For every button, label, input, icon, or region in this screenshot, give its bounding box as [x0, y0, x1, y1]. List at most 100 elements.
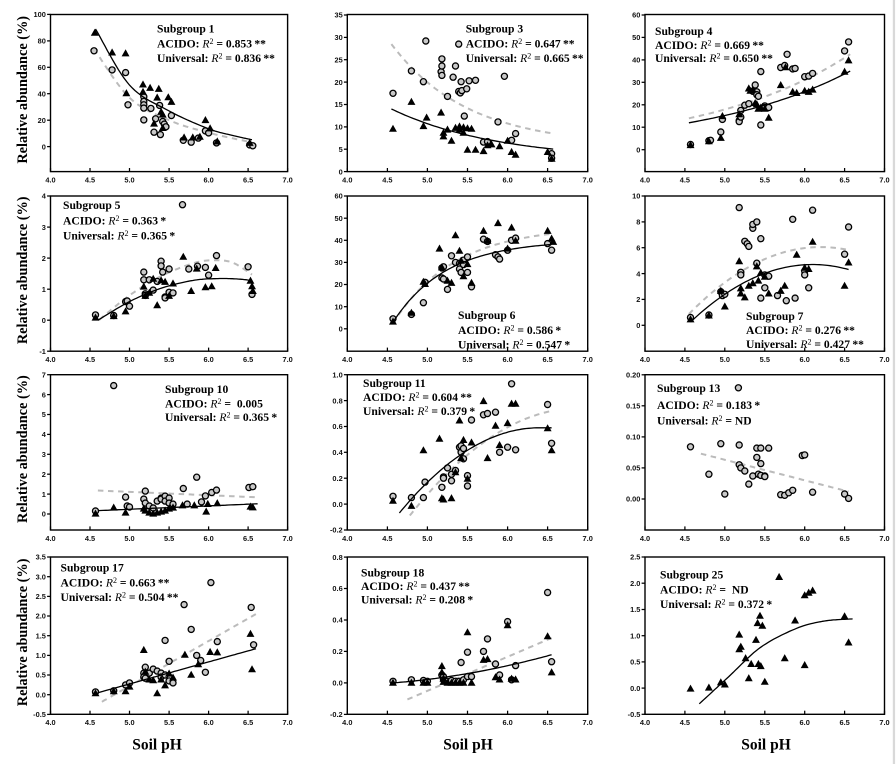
svg-text:30: 30	[334, 33, 342, 42]
svg-text:5.5: 5.5	[462, 718, 472, 727]
svg-text:4.0: 4.0	[45, 534, 55, 543]
svg-text:4: 4	[42, 192, 47, 201]
svg-text:ACIDO: R2 = 0.005: ACIDO: R2 = 0.005	[165, 397, 263, 411]
svg-text:1.0: 1.0	[332, 370, 342, 379]
svg-text:0.2: 0.2	[332, 647, 342, 656]
svg-text:15: 15	[334, 100, 342, 109]
svg-text:5.5: 5.5	[164, 534, 174, 543]
svg-text:Relative abundance (%): Relative abundance (%)	[15, 375, 31, 523]
svg-text:0: 0	[42, 316, 46, 325]
svg-text:0.0: 0.0	[36, 690, 46, 699]
svg-text:40: 40	[38, 89, 46, 98]
svg-text:0.15: 0.15	[626, 402, 640, 411]
svg-text:4.5: 4.5	[680, 718, 690, 727]
svg-text:0: 0	[636, 145, 640, 154]
svg-text:6.5: 6.5	[243, 355, 253, 364]
svg-text:6.5: 6.5	[839, 534, 849, 543]
svg-text:4.5: 4.5	[680, 534, 690, 543]
svg-text:7.0: 7.0	[879, 534, 889, 543]
svg-text:4.0: 4.0	[45, 718, 55, 727]
svg-text:Relative abundance (%): Relative abundance (%)	[15, 16, 31, 164]
svg-text:4.5: 4.5	[85, 355, 95, 364]
svg-text:6.0: 6.0	[203, 534, 213, 543]
svg-text:ACIDO: R2 = 0.853 **: ACIDO: R2 = 0.853 **	[157, 37, 266, 51]
svg-text:20: 20	[632, 101, 640, 110]
svg-text:Soil pH: Soil pH	[741, 737, 791, 754]
svg-text:-1: -1	[39, 347, 46, 356]
svg-text:5.0: 5.0	[422, 175, 432, 184]
svg-text:ACIDO: R2 = 0.669 **: ACIDO: R2 = 0.669 **	[655, 38, 764, 52]
svg-text:5.0: 5.0	[124, 534, 134, 543]
svg-text:2.5: 2.5	[36, 592, 46, 601]
svg-text:ACIDO: R2 = 0.647 **: ACIDO: R2 = 0.647 **	[466, 37, 575, 51]
svg-text:4.5: 4.5	[85, 175, 95, 184]
svg-text:6.5: 6.5	[839, 718, 849, 727]
svg-text:2: 2	[42, 254, 46, 263]
svg-text:5.0: 5.0	[124, 355, 134, 364]
svg-text:6.5: 6.5	[243, 534, 253, 543]
svg-text:6.0: 6.0	[502, 175, 512, 184]
svg-text:4.0: 4.0	[45, 175, 55, 184]
svg-text:6.0: 6.0	[800, 534, 810, 543]
svg-text:5.5: 5.5	[760, 355, 770, 364]
svg-text:10: 10	[334, 123, 342, 132]
svg-text:35: 35	[334, 11, 342, 20]
svg-text:7: 7	[42, 370, 46, 379]
svg-text:0.0: 0.0	[630, 684, 640, 693]
svg-text:5.5: 5.5	[164, 355, 174, 364]
svg-text:6.0: 6.0	[203, 718, 213, 727]
svg-text:ACIDO: R2 = 0.363 *: ACIDO: R2 = 0.363 *	[63, 214, 166, 228]
svg-text:Universal: R2 = ND: Universal: R2 = ND	[657, 414, 752, 428]
svg-text:6.5: 6.5	[243, 175, 253, 184]
svg-text:6.5: 6.5	[542, 718, 552, 727]
svg-text:0.2: 0.2	[332, 474, 342, 483]
svg-text:ACIDO: R2 = 0.183 *: ACIDO: R2 = 0.183 *	[657, 399, 760, 413]
svg-text:2.0: 2.0	[36, 612, 46, 621]
svg-text:1.5: 1.5	[630, 605, 640, 614]
svg-text:7.0: 7.0	[583, 175, 593, 184]
svg-text:-0.2: -0.2	[330, 710, 343, 719]
svg-text:3: 3	[42, 450, 46, 459]
svg-text:Universal: R2 = 0.665 **: Universal: R2 = 0.665 **	[466, 51, 584, 65]
svg-text:5: 5	[42, 410, 46, 419]
svg-text:2: 2	[636, 295, 640, 304]
svg-text:Subgroup 11: Subgroup 11	[363, 377, 426, 390]
svg-text:10: 10	[632, 123, 640, 132]
svg-text:5.0: 5.0	[422, 718, 432, 727]
svg-text:Subgroup 3: Subgroup 3	[466, 23, 524, 36]
svg-text:6.5: 6.5	[243, 718, 253, 727]
svg-text:2.5: 2.5	[630, 553, 640, 562]
svg-text:6: 6	[42, 390, 46, 399]
svg-text:ACIDO: R2 = 0.663 **: ACIDO: R2 = 0.663 **	[61, 576, 170, 590]
svg-text:80: 80	[38, 37, 46, 46]
svg-text:ACIDO: R2 = 0.604 **: ACIDO: R2 = 0.604 **	[363, 391, 472, 405]
svg-text:7.0: 7.0	[879, 355, 889, 364]
svg-text:6.0: 6.0	[800, 175, 810, 184]
svg-text:5.5: 5.5	[164, 718, 174, 727]
svg-text:ACIDO: R2 = 0.276 **: ACIDO: R2 = 0.276 **	[746, 324, 855, 338]
svg-text:Universal: R2 = 0.365 *: Universal: R2 = 0.365 *	[165, 411, 277, 425]
svg-text:5.0: 5.0	[720, 534, 730, 543]
svg-text:7.0: 7.0	[282, 718, 292, 727]
svg-text:Relative abundance (%): Relative abundance (%)	[15, 558, 31, 706]
svg-text:5.5: 5.5	[462, 175, 472, 184]
svg-text:6.5: 6.5	[542, 534, 552, 543]
svg-text:0.0: 0.0	[332, 679, 342, 688]
svg-text:5.0: 5.0	[720, 175, 730, 184]
svg-text:4.5: 4.5	[382, 534, 392, 543]
svg-text:2: 2	[42, 470, 46, 479]
svg-text:Universal: R2 = 0.427 **: Universal: R2 = 0.427 **	[746, 338, 864, 352]
svg-text:20: 20	[334, 280, 342, 289]
svg-text:Universal: R2 = 0.650 **: Universal: R2 = 0.650 **	[655, 52, 773, 65]
svg-text:Universal: R2 = 0.379 *: Universal: R2 = 0.379 *	[363, 405, 475, 419]
svg-text:4.0: 4.0	[640, 718, 650, 727]
svg-text:ACIDO: R2 = 0.437 **: ACIDO: R2 = 0.437 **	[361, 580, 470, 594]
svg-text:Subgroup 18: Subgroup 18	[361, 567, 424, 580]
svg-text:0.6: 0.6	[332, 422, 342, 431]
svg-text:30: 30	[334, 258, 342, 267]
svg-text:4.0: 4.0	[640, 355, 650, 364]
svg-text:10: 10	[334, 302, 342, 311]
svg-text:4.0: 4.0	[342, 175, 352, 184]
svg-text:-0.2: -0.2	[330, 526, 343, 535]
svg-text:Subgroup 6: Subgroup 6	[458, 309, 516, 322]
